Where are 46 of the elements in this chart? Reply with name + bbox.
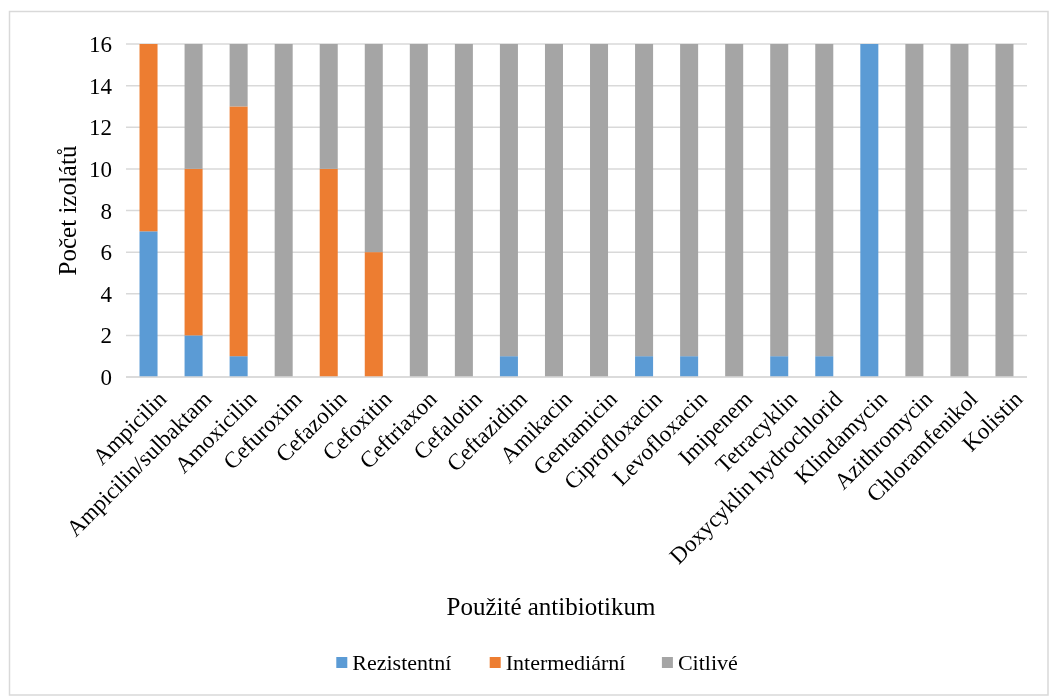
bar	[995, 44, 1014, 377]
y-tick-label: 4	[100, 281, 113, 307]
bar	[229, 106, 248, 357]
bar	[184, 335, 203, 377]
legend-label: Rezistentní	[352, 649, 452, 675]
bar	[815, 356, 834, 377]
bar	[499, 44, 518, 357]
y-tick-label: 10	[89, 156, 112, 182]
bar	[905, 44, 924, 377]
x-axis-title: Použité antibiotikum	[446, 593, 657, 620]
y-tick-label: 8	[100, 198, 112, 224]
y-tick-label: 14	[89, 73, 113, 99]
bar	[139, 44, 158, 232]
bar	[860, 44, 879, 377]
bar	[184, 44, 203, 169]
bar	[229, 356, 248, 377]
bar	[274, 44, 293, 377]
y-tick-label: 12	[89, 115, 112, 141]
bar	[725, 44, 744, 377]
y-tick-label: 16	[89, 32, 112, 58]
bar	[364, 252, 383, 377]
bar	[454, 44, 473, 377]
bar	[499, 356, 518, 377]
bar	[950, 44, 969, 377]
y-tick-label: 0	[100, 365, 112, 391]
bar	[544, 44, 563, 377]
bar	[409, 44, 428, 377]
bar	[815, 44, 834, 357]
y-axis-title: Počet izolátů	[54, 145, 81, 276]
bar	[364, 44, 383, 253]
bar	[635, 44, 654, 357]
bar	[590, 44, 609, 377]
y-tick-label: 2	[100, 323, 112, 349]
bar	[184, 168, 203, 336]
legend-label: Intermediární	[505, 649, 626, 675]
bar	[635, 356, 654, 377]
bar	[770, 44, 789, 357]
legend-label: Citlivé	[677, 649, 738, 675]
bar	[680, 44, 699, 357]
bar	[319, 168, 338, 377]
bar	[680, 356, 699, 377]
bar	[229, 44, 248, 107]
bar	[770, 356, 789, 377]
bar	[139, 231, 158, 377]
y-tick-label: 6	[100, 240, 112, 266]
bar	[319, 44, 338, 169]
